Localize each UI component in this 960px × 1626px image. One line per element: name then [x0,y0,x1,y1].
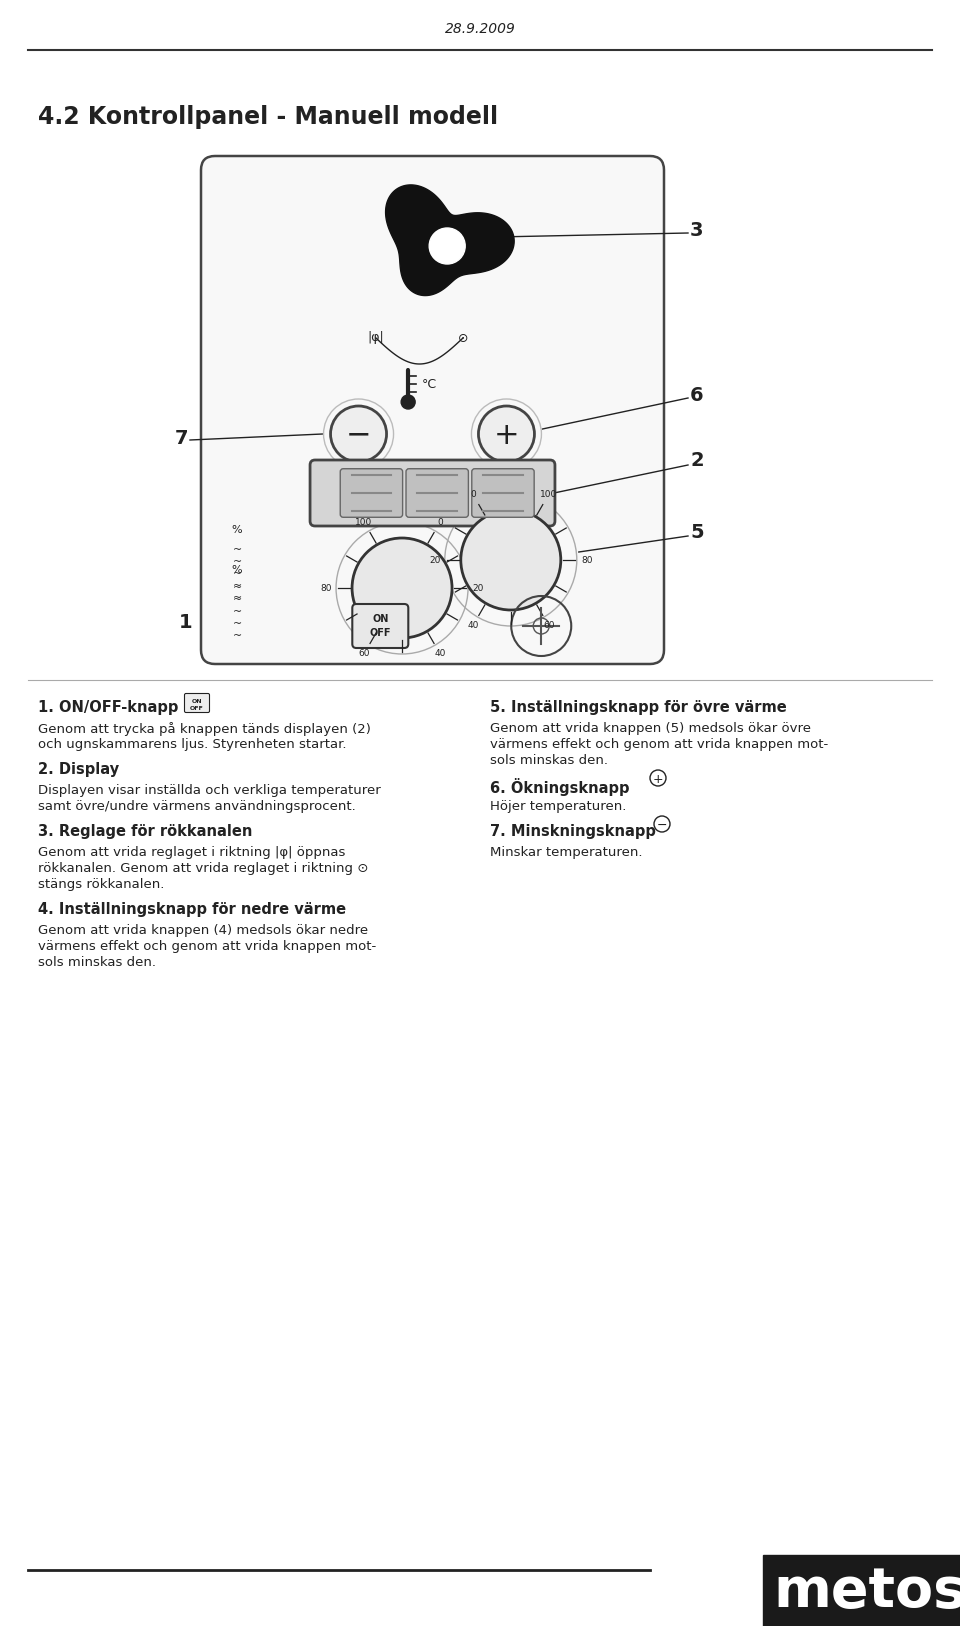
Text: värmens effekt och genom att vrida knappen mot-: värmens effekt och genom att vrida knapp… [490,738,828,751]
Text: +: + [653,772,663,785]
Text: +: + [493,421,519,449]
Text: stängs rökkanalen.: stängs rökkanalen. [38,878,164,891]
Text: ~: ~ [232,580,242,590]
Text: 80: 80 [321,584,332,592]
Text: 4.2 Kontrollpanel - Manuell modell: 4.2 Kontrollpanel - Manuell modell [38,106,498,128]
Text: 1. ON/OFF-knapp: 1. ON/OFF-knapp [38,701,179,715]
Text: samt övre/undre värmens användningsprocent.: samt övre/undre värmens användningsproce… [38,800,356,813]
Text: 60: 60 [358,649,370,659]
Text: 6. Ökningsknapp: 6. Ökningsknapp [490,777,630,797]
Text: −: − [657,818,667,831]
FancyBboxPatch shape [406,468,468,517]
Text: 5. Inställningsknapp för övre värme: 5. Inställningsknapp för övre värme [490,701,787,715]
Text: ~: ~ [232,558,242,567]
Text: °C: °C [422,377,437,390]
Text: OFF: OFF [190,706,204,711]
Text: sols minskas den.: sols minskas den. [490,754,608,767]
FancyBboxPatch shape [310,460,555,525]
Circle shape [429,228,466,263]
Text: och ugnskammarens ljus. Styrenheten startar.: och ugnskammarens ljus. Styrenheten star… [38,738,347,751]
Text: 2. Display: 2. Display [38,763,119,777]
FancyBboxPatch shape [184,694,209,712]
FancyBboxPatch shape [352,603,408,649]
Text: 100: 100 [540,489,558,499]
Text: 4. Inställningsknapp för nedre värme: 4. Inställningsknapp för nedre värme [38,902,347,917]
Text: ON: ON [192,699,203,704]
Text: 80: 80 [581,556,592,564]
Text: sols minskas den.: sols minskas den. [38,956,156,969]
FancyBboxPatch shape [471,468,534,517]
Text: 7. Minskningsknapp: 7. Minskningsknapp [490,824,656,839]
Polygon shape [386,185,515,296]
Text: ~: ~ [232,606,242,616]
Text: 9: 9 [925,1595,935,1610]
Text: ~: ~ [232,631,242,641]
Text: 0: 0 [437,517,443,527]
Text: 40: 40 [434,649,445,659]
Text: ~: ~ [232,545,242,554]
Text: 40: 40 [468,621,478,631]
Text: 2: 2 [690,450,704,470]
Text: |φ|: |φ| [368,332,384,345]
Text: 3. Reglage för rökkanalen: 3. Reglage för rökkanalen [38,824,252,839]
Text: Displayen visar inställda och verkliga temperaturer: Displayen visar inställda och verkliga t… [38,784,381,797]
Text: 0: 0 [470,489,475,499]
Text: ~: ~ [232,595,242,605]
Circle shape [352,538,452,637]
Text: 7: 7 [175,429,188,447]
Text: ~: ~ [232,569,242,579]
Text: 20: 20 [429,556,441,564]
Text: ON: ON [372,615,389,624]
Text: ~: ~ [232,593,242,603]
Text: −: − [346,421,372,449]
Text: Genom att vrida knappen (5) medsols ökar övre: Genom att vrida knappen (5) medsols ökar… [490,722,811,735]
Text: ~: ~ [232,620,242,629]
FancyBboxPatch shape [201,156,664,663]
Text: 100: 100 [355,517,372,527]
Text: metos: metos [774,1564,960,1619]
Text: värmens effekt och genom att vrida knappen mot-: värmens effekt och genom att vrida knapp… [38,940,376,953]
Text: %: % [231,564,242,576]
Circle shape [330,406,387,462]
Text: 28.9.2009: 28.9.2009 [444,23,516,36]
Text: 60: 60 [543,621,555,631]
Text: OFF: OFF [370,628,391,637]
Text: 6: 6 [690,385,704,405]
Circle shape [401,395,415,410]
Text: rökkanalen. Genom att vrida reglaget i riktning ⊙: rökkanalen. Genom att vrida reglaget i r… [38,862,369,875]
Circle shape [478,406,535,462]
Text: Genom att vrida knappen (4) medsols ökar nedre: Genom att vrida knappen (4) medsols ökar… [38,924,368,937]
Text: Höjer temperaturen.: Höjer temperaturen. [490,800,626,813]
Text: Genom att vrida reglaget i riktning |φ| öppnas: Genom att vrida reglaget i riktning |φ| … [38,846,346,859]
Text: %: % [231,525,242,535]
Text: Genom att trycka på knappen tänds displayen (2): Genom att trycka på knappen tänds displa… [38,722,371,737]
Circle shape [461,511,561,610]
Text: ~: ~ [232,584,242,593]
Text: 3: 3 [690,221,704,239]
Text: 1: 1 [179,613,192,631]
Text: 5: 5 [690,522,704,541]
FancyBboxPatch shape [340,468,402,517]
Text: ⊙: ⊙ [458,332,468,345]
Text: 20: 20 [472,584,484,592]
Text: Minskar temperaturen.: Minskar temperaturen. [490,846,642,859]
